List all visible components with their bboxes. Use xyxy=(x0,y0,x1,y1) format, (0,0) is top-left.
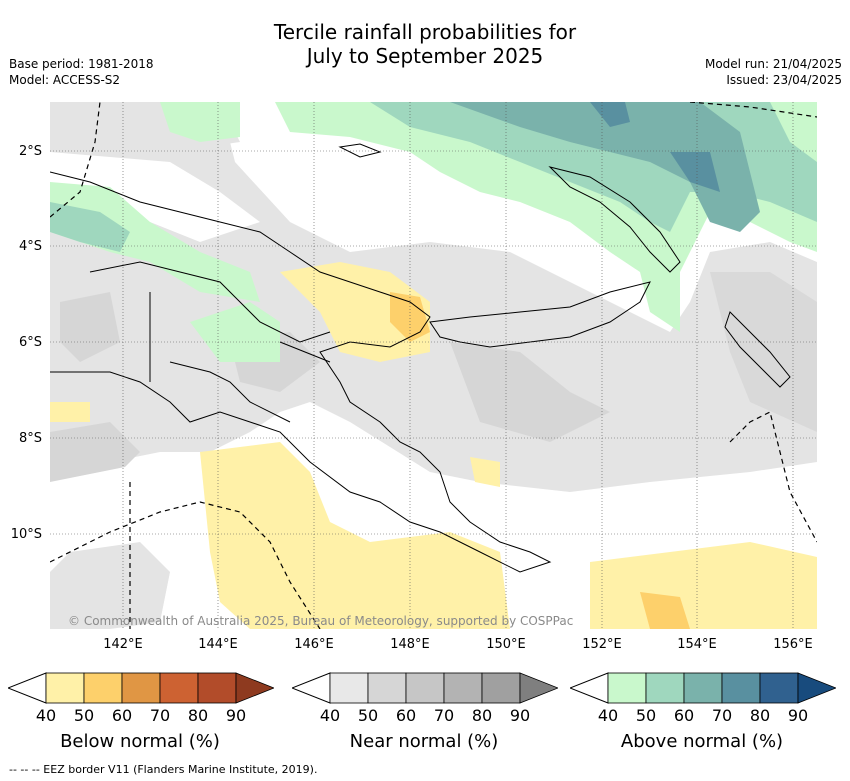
below-tick-40: 40 xyxy=(35,706,57,725)
below-swatch-3 xyxy=(159,672,199,704)
below-swatch-0 xyxy=(45,672,85,704)
colorbar-near-normal xyxy=(292,672,558,704)
land-outlines xyxy=(50,143,791,573)
below-swatch-1 xyxy=(83,672,123,704)
new-ireland-coastline xyxy=(548,166,681,273)
lon-label-156e: 156°E xyxy=(773,637,813,652)
lat-label-8s: 8°S xyxy=(18,431,42,446)
border-line xyxy=(89,261,331,423)
above-tick-70: 70 xyxy=(711,706,733,725)
manus-coastline xyxy=(338,143,382,158)
above-swatch-2 xyxy=(683,672,723,704)
near-tick-70: 70 xyxy=(433,706,455,725)
colorbar-near-swatches xyxy=(329,672,558,704)
near-swatch-5 xyxy=(519,672,558,704)
below-tick-70: 70 xyxy=(149,706,171,725)
near-tick-40: 40 xyxy=(319,706,341,725)
lon-label-142e: 142°E xyxy=(103,637,143,652)
bougainville-coastline xyxy=(724,311,791,388)
eez-footnote: -- -- -- EEZ border V11 (Flanders Marine… xyxy=(9,763,318,776)
near-normal-title: Near normal (%) xyxy=(349,731,499,752)
near-tick-80: 80 xyxy=(471,706,493,725)
lon-label-150e: 150°E xyxy=(486,637,526,652)
above-swatch-4 xyxy=(759,672,799,704)
new-guinea-coastline xyxy=(50,171,552,573)
below-swatch-4 xyxy=(197,672,237,704)
lon-label-154e: 154°E xyxy=(677,637,717,652)
above-swatch-0 xyxy=(607,672,647,704)
near-swatch-2 xyxy=(405,672,445,704)
below-tick-80: 80 xyxy=(187,706,209,725)
lat-label-4s: 4°S xyxy=(18,239,42,254)
below-swatch-2 xyxy=(121,672,161,704)
near-tick-60: 60 xyxy=(395,706,417,725)
colorbar-below-normal xyxy=(8,672,274,704)
above-swatch-5 xyxy=(797,672,836,704)
lon-label-144e: 144°E xyxy=(198,637,238,652)
above-tick-90: 90 xyxy=(787,706,809,725)
rainfall-map xyxy=(50,102,817,629)
near-tick-90: 90 xyxy=(509,706,531,725)
below-tick-50: 50 xyxy=(73,706,95,725)
above-tick-40: 40 xyxy=(597,706,619,725)
lon-label-152e: 152°E xyxy=(582,637,622,652)
below-normal-shading xyxy=(50,262,817,629)
above-swatch-3 xyxy=(721,672,761,704)
model-run: Model run: 21/04/2025 xyxy=(704,57,842,71)
lon-label-148e: 148°E xyxy=(390,637,430,652)
copyright-notice: © Commonwealth of Australia 2025, Bureau… xyxy=(68,614,574,628)
near-tick-50: 50 xyxy=(357,706,379,725)
near-swatch-0 xyxy=(329,672,369,704)
eez-borders xyxy=(50,102,817,629)
above-normal-shading xyxy=(50,102,817,362)
near-swatch-4 xyxy=(481,672,521,704)
below-tick-90: 90 xyxy=(225,706,247,725)
colorbar-above-swatches xyxy=(607,672,836,704)
lon-label-146e: 146°E xyxy=(294,637,334,652)
above-tick-60: 60 xyxy=(673,706,695,725)
colorbar-below-swatches xyxy=(45,672,274,704)
above-tick-80: 80 xyxy=(749,706,771,725)
above-swatch-1 xyxy=(645,672,685,704)
below-swatch-5 xyxy=(235,672,274,704)
gridlines xyxy=(50,102,817,629)
below-normal-title: Below normal (%) xyxy=(60,731,220,752)
map-canvas xyxy=(50,102,817,629)
below-tick-60: 60 xyxy=(111,706,133,725)
lat-label-10s: 10°S xyxy=(10,527,42,542)
new-britain-coastline xyxy=(429,281,651,348)
model-name: Model: ACCESS-S2 xyxy=(9,73,121,87)
above-normal-title: Above normal (%) xyxy=(620,731,784,752)
issued-date: Issued: 23/04/2025 xyxy=(726,73,842,87)
map-title-line2: July to September 2025 xyxy=(306,44,544,68)
colorbar-above-normal xyxy=(570,672,836,704)
near-swatch-3 xyxy=(443,672,483,704)
base-period: Base period: 1981-2018 xyxy=(9,57,154,71)
map-title-line1: Tercile rainfall probabilities for xyxy=(273,20,577,44)
lat-label-2s: 2°S xyxy=(18,144,42,159)
above-tick-50: 50 xyxy=(635,706,657,725)
lat-label-6s: 6°S xyxy=(18,335,42,350)
near-swatch-1 xyxy=(367,672,407,704)
